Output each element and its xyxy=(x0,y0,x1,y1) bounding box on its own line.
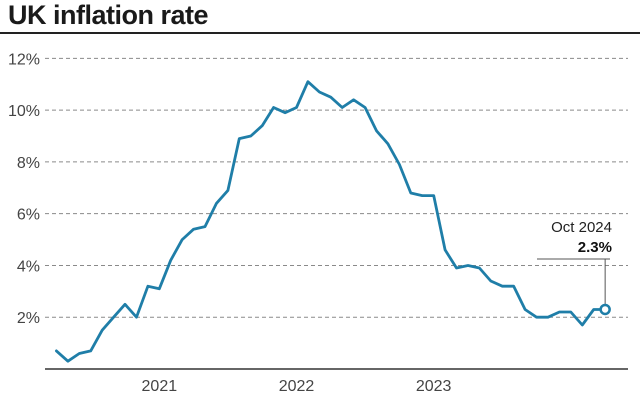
x-tick-label: 2021 xyxy=(142,378,178,395)
last-point-marker xyxy=(599,303,611,316)
series-layer xyxy=(55,80,607,363)
y-tick-label: 12% xyxy=(8,51,40,68)
annotation-date: Oct 2024 xyxy=(551,219,612,236)
y-tick-label: 10% xyxy=(8,103,40,120)
y-axis-ticks: 2% 4% 6% 8% 10% 12% xyxy=(8,51,40,327)
inflation-line xyxy=(55,80,607,363)
annotation-layer: Oct 2024 2.3% xyxy=(537,219,612,316)
y-tick-label: 8% xyxy=(17,155,40,172)
annotation-value: 2.3% xyxy=(578,239,612,256)
y-tick-label: 6% xyxy=(17,207,40,224)
gridlines xyxy=(45,57,628,318)
x-tick-label: 2022 xyxy=(279,378,315,395)
x-axis: 2021 2022 2023 xyxy=(45,368,628,395)
title-divider xyxy=(0,32,640,34)
x-tick-label: 2023 xyxy=(416,378,452,395)
y-tick-label: 4% xyxy=(17,258,40,275)
y-tick-label: 2% xyxy=(17,310,40,327)
chart-title: UK inflation rate xyxy=(8,0,209,30)
